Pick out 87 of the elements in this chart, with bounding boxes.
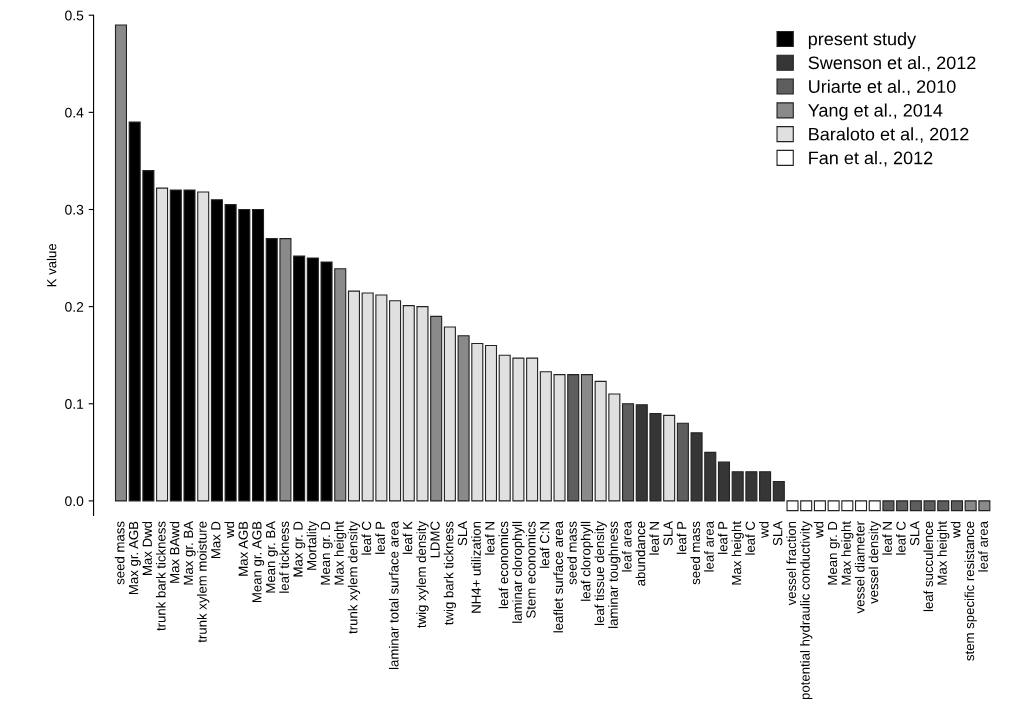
x-tick-label: Max gr. D (293, 521, 306, 577)
x-tick-label: Mean gr. AGB (252, 521, 265, 603)
x-tick-label: wd (758, 521, 769, 538)
x-tick-label: leaflet surface area (553, 521, 564, 633)
x-tick-label: leaf C (361, 521, 372, 555)
bar (854, 500, 868, 512)
x-tick-label: NH4+ utilization (471, 521, 481, 613)
bar (622, 403, 635, 502)
bar (251, 208, 265, 502)
x-tick-label: leaf succulence (923, 521, 934, 612)
x-tick-label: Mortality (306, 521, 319, 570)
bar (389, 300, 402, 502)
legend-label: Yang et al., 2014 (808, 103, 943, 121)
y-tick-label: 0.1 (65, 399, 84, 409)
bar (580, 374, 593, 502)
legend-label: Swenson et al., 2012 (808, 55, 976, 72)
x-tick-label: wd (224, 521, 235, 538)
x-tick-label: abundance (635, 521, 646, 586)
x-tick-label: Max height (841, 521, 854, 585)
x-tick-label: twig xylem density (416, 521, 429, 628)
x-tick-label: leaf N (649, 522, 659, 555)
x-tick-label: SLA (773, 521, 783, 546)
x-tick-label: leaf P (676, 521, 687, 554)
x-tick-label: leaf C (745, 521, 755, 555)
x-tick-label: stem specific resistance (964, 521, 977, 661)
x-tick-label: Max gr. AGB (128, 521, 141, 595)
x-tick-label: SLA (457, 521, 468, 546)
x-tick-label: trunk xylem density (347, 521, 361, 634)
legend-label: Fan et al., 2012 (809, 151, 933, 167)
y-tick-label: 0.5 (65, 10, 84, 21)
x-tick-label: Max D (211, 521, 221, 559)
y-tick-label: 0.0 (65, 496, 84, 507)
x-tick-label: leaf P (717, 521, 728, 554)
x-tick-label: leaf P (375, 521, 385, 554)
x-tick-label: Mean gr. D (320, 521, 333, 585)
x-tick-label: twig bark tickness (443, 521, 457, 625)
legend-label: present study (808, 32, 917, 49)
x-tick-label: laminar total surface area (388, 521, 399, 670)
legend-label: Baraloto et al., 2012 (809, 127, 969, 143)
x-tick-label: leaf area (978, 521, 988, 572)
x-tick-label: Stem economics (525, 521, 536, 618)
bar (484, 344, 498, 502)
x-tick-label: vessel fraction (786, 521, 797, 606)
x-tick-label: Max height (937, 521, 950, 585)
bar (347, 290, 360, 502)
y-tick-label: 0.3 (65, 204, 84, 215)
x-tick-label: Mean gr. D (827, 521, 840, 585)
x-tick-label: LDMC (430, 521, 440, 558)
x-tick-label: Max Dwd (142, 521, 152, 575)
x-tick-label: leaf C (895, 521, 906, 555)
x-tick-label: leaf K (402, 521, 413, 554)
x-tick-label: seed mass (567, 521, 577, 585)
x-tick-label: SLA (910, 521, 920, 546)
bar (114, 24, 128, 502)
x-tick-label: seed mass (114, 521, 125, 585)
x-tick-label: leaf area (704, 521, 714, 572)
x-tick-label: leaf tickness (279, 521, 289, 593)
x-tick-label: Max gr. BA (183, 521, 196, 585)
x-tick-label: trunk bark tickness (155, 521, 166, 631)
y-tick-label: 0.2 (65, 301, 84, 312)
x-tick-label: leaf tissue density (594, 521, 607, 626)
x-tick-label: leaf economics (498, 521, 509, 609)
x-tick-label: wd (950, 521, 961, 538)
x-tick-label: Max height (334, 521, 347, 585)
bar (717, 461, 731, 502)
x-tick-label: Max height (731, 521, 744, 585)
y-axis-title: K value (46, 243, 57, 287)
x-tick-label: leaf area (621, 521, 632, 572)
x-tick-label: Mean gr. BA (266, 521, 278, 593)
y-tick-label: 0.4 (65, 107, 84, 118)
x-tick-label: Max BAwd (169, 521, 180, 583)
x-tick-label: Max AGB (238, 521, 248, 576)
x-tick-label: vessel density (868, 521, 881, 604)
x-tick-label: trunk xylem moisture (197, 521, 210, 643)
x-tick-label: laminar toughness (608, 521, 621, 628)
bar (950, 500, 963, 512)
x-tick-label: leaf clorophyll (580, 521, 594, 601)
x-tick-label: potential hydraulic conductivity (800, 521, 813, 700)
x-tick-label: seed mass (690, 521, 701, 585)
x-tick-label: SLA (663, 521, 673, 546)
legend-label: Uriarte et al., 2010 (809, 79, 956, 96)
x-tick-label: laminar clorophyll (512, 521, 525, 623)
x-tick-label: leaf C:N (539, 522, 550, 568)
x-tick-label: wd (813, 521, 824, 538)
x-tick-label: leaf N (882, 522, 892, 555)
x-tick-label: leaf N (484, 522, 495, 555)
x-tick-label: vessel diameter (854, 521, 865, 614)
